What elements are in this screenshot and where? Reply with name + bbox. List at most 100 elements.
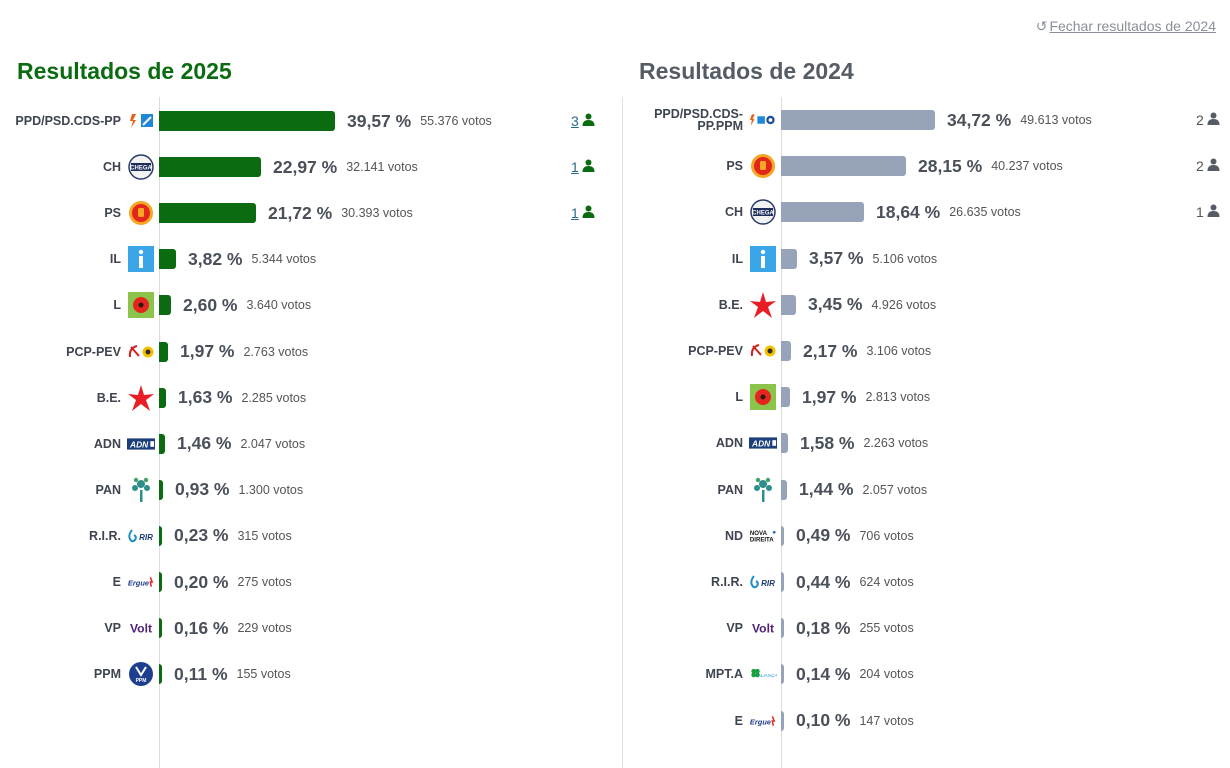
- votes-label: 706 votos: [859, 528, 914, 543]
- percent-label: 0,14 %: [796, 663, 851, 684]
- seats-number[interactable]: 3: [571, 113, 579, 129]
- party-row: PPD/PSD.CDS-PP 39,57 % 55.376 votos 3: [0, 101, 622, 141]
- votes-label: 32.141 votos: [346, 160, 418, 175]
- result-bar: [159, 618, 162, 639]
- party-label: R.I.R.: [711, 575, 743, 589]
- result-values: 1,46 % 2.047 votos: [177, 424, 305, 464]
- result-values: 0,11 % 155 votos: [174, 654, 291, 694]
- svg-text:ADN: ADN: [751, 439, 771, 449]
- percent-label: 39,57 %: [347, 110, 412, 131]
- votes-label: 624 votos: [859, 575, 914, 589]
- votes-label: 26.635 votos: [949, 205, 1021, 220]
- percent-label: 0,10 %: [796, 710, 851, 731]
- votes-label: 49.613 votos: [1020, 113, 1092, 127]
- percent-label: 1,44 %: [799, 479, 854, 500]
- party-label: CH: [102, 160, 121, 175]
- result-values: 0,49 % 706 votos: [796, 516, 914, 556]
- result-values: 0,14 % 204 votos: [796, 654, 914, 694]
- party-label: PAN: [717, 482, 743, 497]
- svg-text:CHEGA: CHEGA: [752, 211, 774, 217]
- party-row: MPT.A ALIANÇA 0,14 % 204 votos: [622, 654, 1230, 694]
- result-values: 3,57 % 5.106 votos: [809, 239, 937, 279]
- svg-text:ALIANÇA: ALIANÇA: [757, 673, 777, 678]
- result-bar: [159, 525, 162, 546]
- result-bar: [159, 341, 168, 362]
- person-icon: [579, 159, 595, 175]
- party-row: VP Volt 0,18 % 255 votos: [622, 608, 1230, 648]
- percent-label: 0,18 %: [796, 617, 851, 638]
- mpt-alianca-logo: ALIANÇA: [749, 660, 777, 688]
- seats-count[interactable]: 1: [571, 147, 595, 187]
- party-row: PAN 0,93 % 1.300 votos: [0, 470, 622, 510]
- percent-label: 21,72 %: [268, 202, 333, 223]
- percent-label: 2,60 %: [183, 294, 238, 315]
- svg-text:ADN: ADN: [129, 439, 149, 449]
- result-bar: [781, 294, 796, 315]
- result-bar: [781, 110, 935, 130]
- party-row: CH CHEGA 18,64 % 26.635 votos 1: [622, 192, 1230, 232]
- percent-label: 2,17 %: [803, 340, 858, 361]
- party-label: IL: [109, 252, 121, 267]
- result-bar: [781, 202, 864, 223]
- seats-count: 2: [1196, 100, 1220, 140]
- party-label: B.E.: [96, 390, 121, 405]
- party-row: ND NOVA DIREITA 0,49 % 706 votos: [622, 516, 1230, 556]
- cdu-logo: [749, 337, 777, 365]
- party-row: R.I.R. RIR 0,44 % 624 votos: [622, 562, 1230, 602]
- result-bar: [781, 248, 797, 269]
- percent-label: 0,23 %: [174, 525, 229, 546]
- party-label: ADN: [715, 436, 743, 451]
- svg-text:RIR: RIR: [761, 579, 775, 588]
- result-bar: [781, 618, 784, 639]
- percent-label: 1,58 %: [800, 432, 855, 453]
- votes-label: 155 votos: [236, 667, 291, 682]
- result-values: 1,97 % 2.813 votos: [802, 377, 930, 417]
- result-values: 18,64 % 26.635 votos: [876, 192, 1021, 232]
- result-values: 1,97 % 2.763 votos: [180, 332, 308, 372]
- ad-logo: [749, 106, 777, 134]
- result-bar: [159, 664, 162, 685]
- votes-label: 55.376 votos: [420, 114, 492, 128]
- be-logo: [127, 384, 155, 412]
- rir-logo: RIR: [749, 568, 777, 596]
- person-icon: [1204, 158, 1220, 174]
- svg-text:NOVA: NOVA: [750, 531, 768, 537]
- result-values: 0,44 % 624 votos: [796, 562, 914, 602]
- pan-logo: [749, 476, 777, 504]
- adn-logo: ADN: [749, 429, 777, 457]
- result-bar: [159, 479, 163, 500]
- person-icon: [1207, 112, 1220, 125]
- party-row: R.I.R. RIR 0,23 % 315 votos: [0, 516, 622, 556]
- percent-label: 1,46 %: [177, 433, 232, 454]
- result-bar: [159, 157, 261, 178]
- seats-number[interactable]: 1: [571, 159, 579, 176]
- votes-label: 30.393 votos: [341, 206, 413, 221]
- ergue-te-logo: Ergue: [127, 568, 155, 596]
- person-icon: [1207, 158, 1220, 172]
- party-label: ND: [724, 528, 743, 543]
- party-label: PCP-PEV: [688, 344, 743, 358]
- percent-label: 22,97 %: [273, 156, 338, 177]
- adn-logo: ADN: [127, 430, 155, 458]
- close-2024-results-link[interactable]: ↺ Fechar resultados de 2024: [1035, 18, 1216, 34]
- party-row: IL 3,82 % 5.344 votos: [0, 239, 622, 279]
- chega-logo: CHEGA: [749, 198, 777, 226]
- results-2024-title: Resultados de 2024: [639, 58, 854, 84]
- seats-count[interactable]: 3: [571, 101, 595, 141]
- votes-label: 315 votos: [237, 528, 292, 543]
- volt-logo: Volt: [127, 614, 155, 642]
- seats-count[interactable]: 1: [571, 193, 595, 233]
- votes-label: 4.926 votos: [871, 297, 937, 312]
- seats-number[interactable]: 1: [571, 205, 579, 222]
- ergue-te-logo: Ergue: [749, 707, 777, 735]
- party-label: B.E.: [718, 297, 743, 312]
- be-logo: [749, 291, 777, 319]
- votes-label: 5.344 votos: [251, 252, 317, 267]
- votes-label: 3.106 votos: [866, 344, 932, 358]
- result-bar: [159, 295, 171, 316]
- party-label: R.I.R.: [89, 528, 121, 543]
- party-row: E Ergue 0,10 % 147 votos: [622, 701, 1230, 741]
- result-bar: [159, 387, 166, 408]
- ps-logo: [749, 152, 777, 180]
- ppd-psd-cds-logo: [127, 107, 155, 135]
